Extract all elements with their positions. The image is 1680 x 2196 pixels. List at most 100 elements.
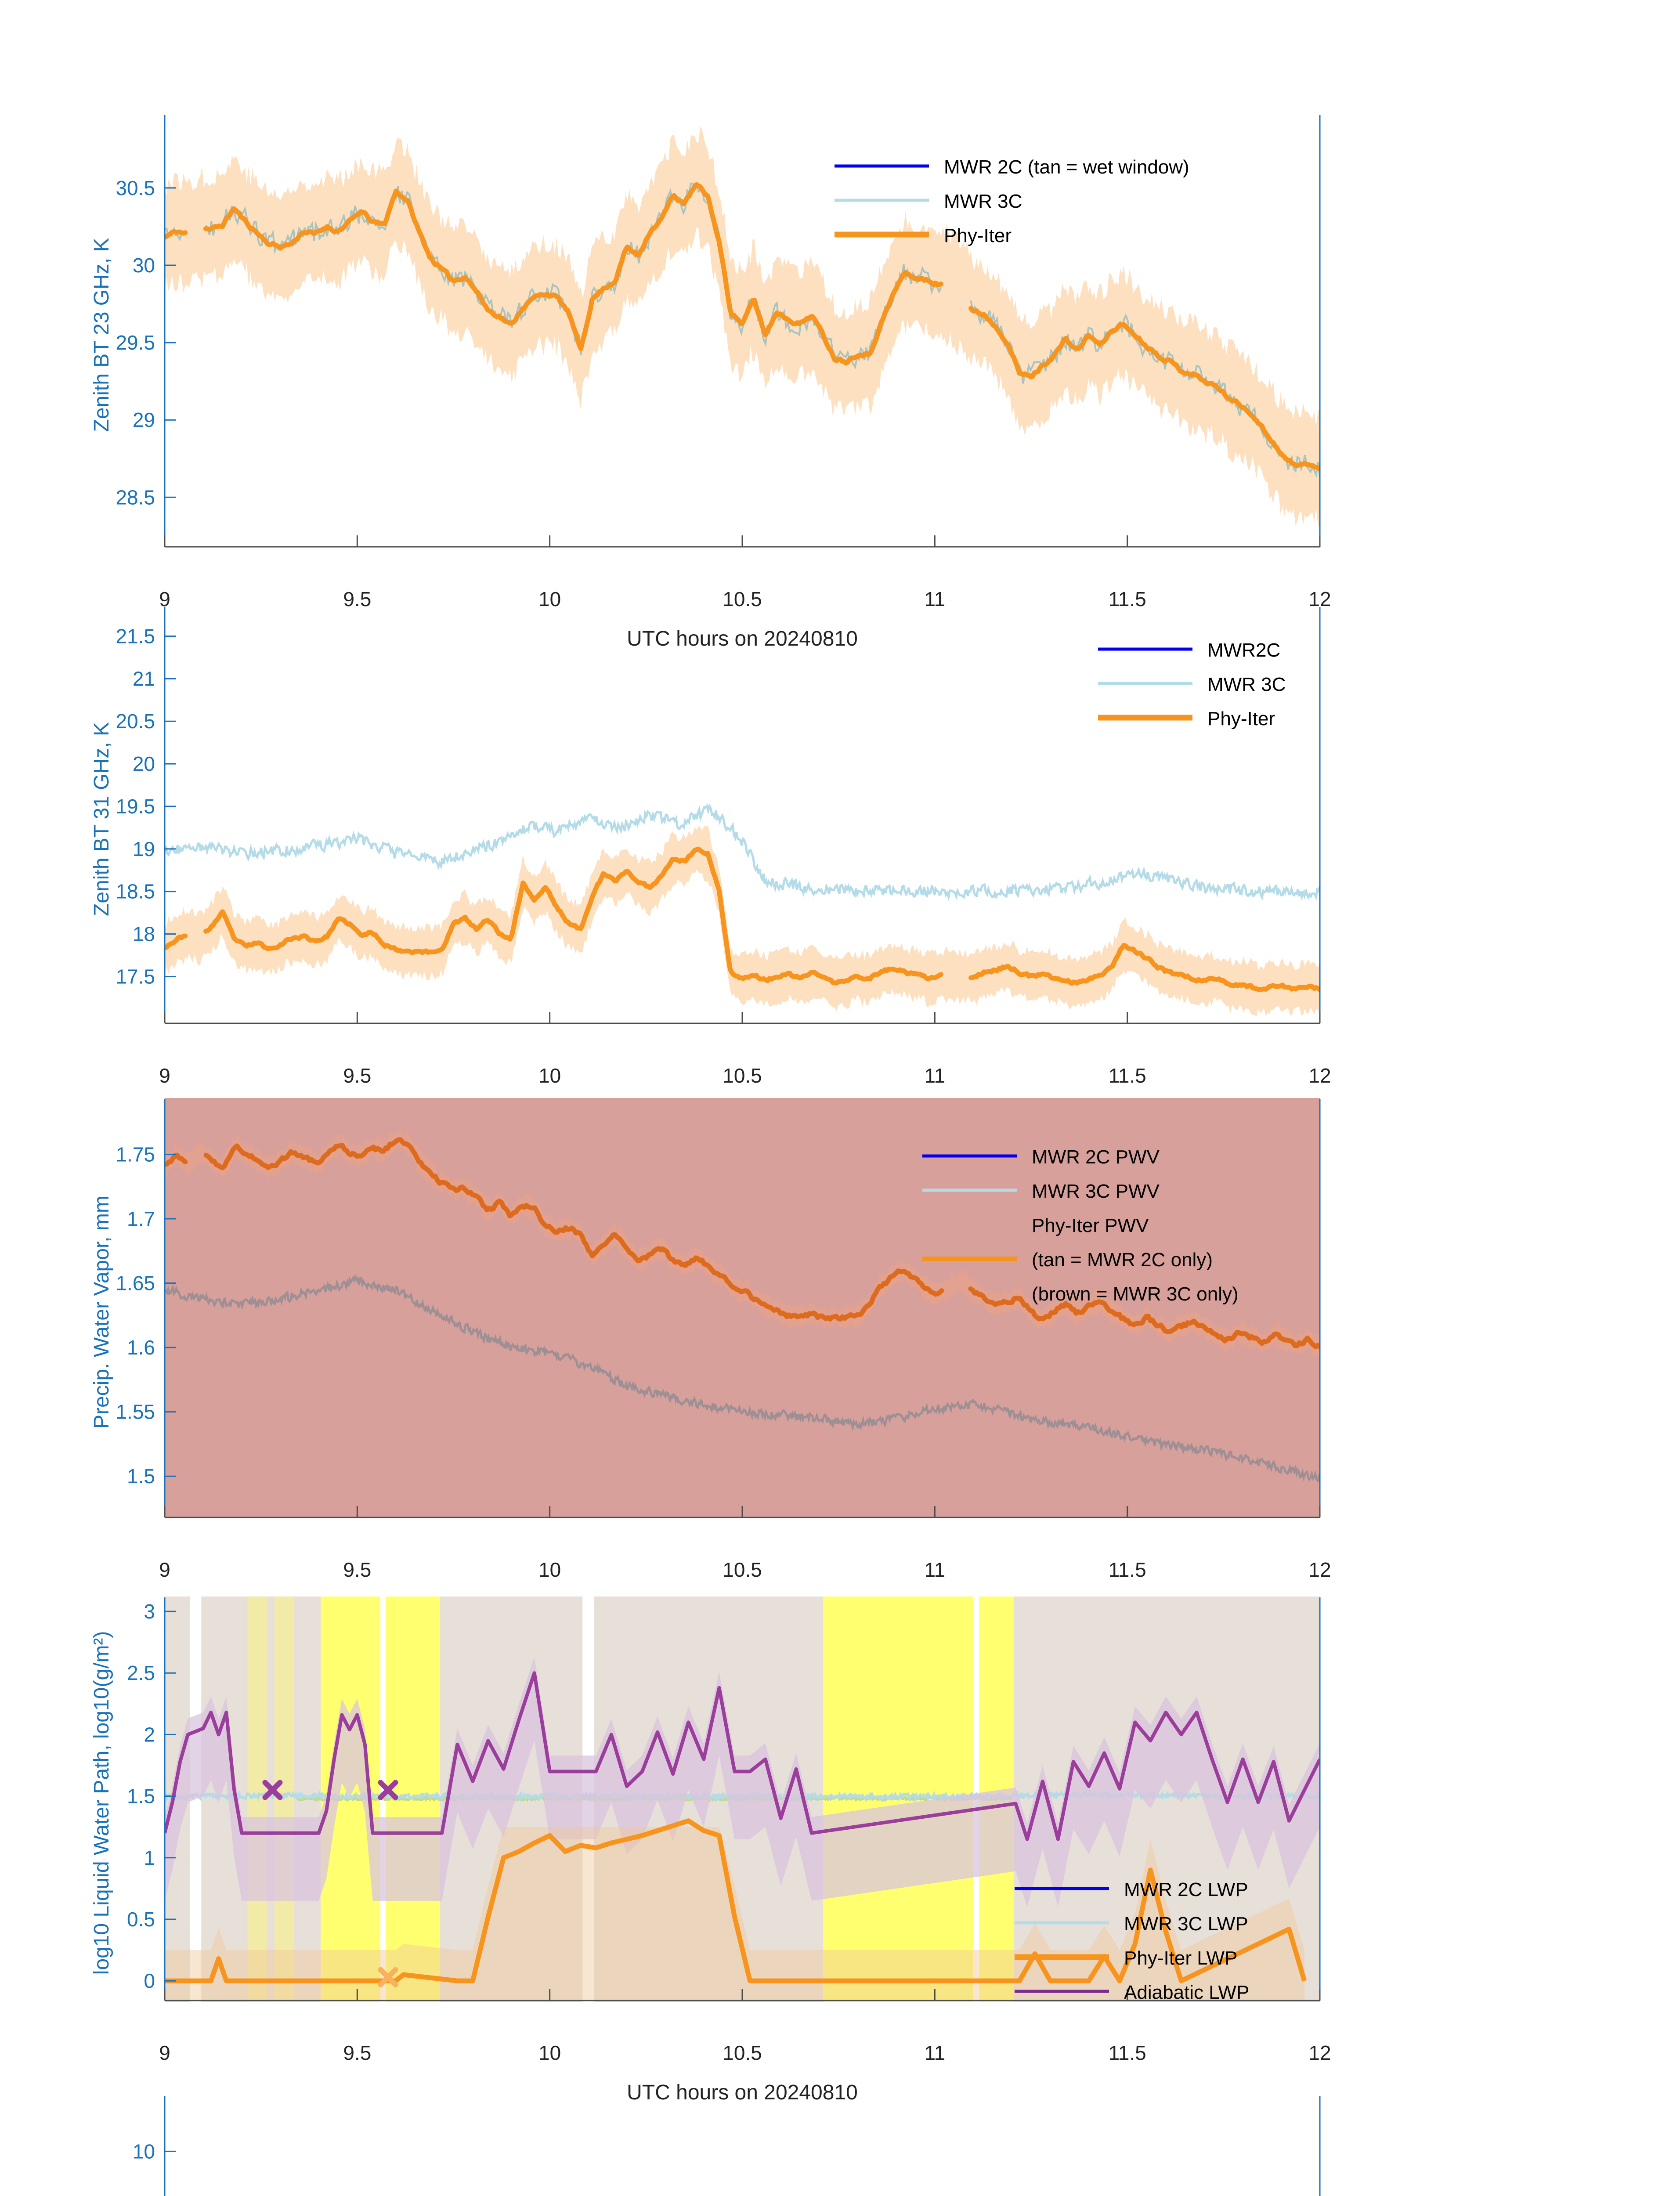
legend-label: Phy-Iter PWV (1032, 1215, 1149, 1236)
y-tick-label: 17.5 (116, 965, 155, 988)
phy-iter-lwp-band (165, 1827, 1304, 2001)
legend: MWR 2C LWP MWR 3C LWP Phy-Iter LWP Adiabati… (1015, 1879, 1249, 2003)
x-tick-label: 11 (924, 2041, 945, 2064)
legend-label: MWR2C (1207, 639, 1280, 661)
tan-window-band (201, 1596, 321, 2002)
y-tick-label: 1.5 (127, 1465, 155, 1488)
x-tick-label: 11 (924, 588, 945, 610)
mwr3c-trace (165, 803, 1320, 901)
x-tick-label: 11.5 (1109, 1558, 1146, 1581)
y-tick-label: 3 (144, 1600, 155, 1623)
legend-label: (brown = MWR 3C only) (1032, 1283, 1239, 1305)
phy-iter-pwv-band (165, 1127, 1320, 1358)
legend-label: MWR 3C PWV (1032, 1181, 1160, 1202)
x-tick-label: 12 (1308, 1064, 1331, 1087)
legend-label: MWR 2C LWP (1124, 1879, 1248, 1900)
phy-iter-uncertainty-band (165, 126, 1320, 528)
phy-iter-trace (968, 306, 1320, 471)
x-tick-label: 9.5 (343, 588, 371, 610)
yellow-window-band (386, 1596, 440, 2002)
green-reference-trace (295, 1794, 1013, 1803)
lwp-x-marker (378, 1967, 398, 1987)
x-tick-label: 11 (924, 1064, 945, 1087)
y-tick-label: 1 (144, 1846, 155, 1869)
phy-iter-pwv-trace (165, 1152, 188, 1167)
legend-label: MWR 3C (944, 191, 1022, 212)
wet-window-background (165, 1098, 1320, 1517)
legend-label: Phy-Iter LWP (1124, 1947, 1237, 1969)
legend-label: Phy-Iter (1207, 708, 1275, 730)
x-tick-label: 10.5 (723, 1064, 762, 1087)
y-tick-label: 0.5 (127, 1908, 155, 1931)
phy-iter-pwv-trace (203, 1137, 944, 1322)
x-tick-label: 9 (159, 1064, 170, 1087)
x-tick-label: 10 (538, 2041, 561, 2064)
x-tick-label: 12 (1308, 1558, 1331, 1581)
yellow-window-band (823, 1596, 973, 2002)
x-tick-label: 10 (538, 588, 561, 610)
phy-iter-trace (203, 182, 943, 366)
y-tick-label: 1.6 (127, 1336, 155, 1359)
legend-label: MWR 3C LWP (1124, 1913, 1248, 1935)
y-tick-label: 10 (133, 2140, 155, 2163)
y-tick-label: 1.5 (127, 1785, 155, 1808)
phy-iter-trace (968, 943, 1320, 993)
gray-window-band (594, 1596, 824, 2002)
legend-label: MWR 2C (tan = wet window) (944, 156, 1189, 178)
x-tick-label: 9 (159, 588, 170, 610)
x-axis-title: UTC hours on 20240810 (627, 1104, 858, 1127)
gray-window-band (293, 1596, 321, 2002)
y-tick-label: 2 (144, 1723, 155, 1746)
y-tick-label: 0 (144, 1969, 155, 1992)
legend: MWR 2C (tan = wet window) MWR 3C Phy-Iter (835, 156, 1189, 246)
y-tick-label: 30 (133, 254, 155, 277)
legend: MWR2C MWR 3C Phy-Iter (1098, 639, 1286, 730)
x-tick-label: 11.5 (1109, 588, 1146, 610)
lwp-x-marker (262, 1780, 283, 1800)
mwr3c-trace (165, 226, 186, 242)
phy-iter-trace (203, 846, 943, 986)
yellow-window-band (979, 1596, 1014, 2002)
y-tick-label: 1.55 (116, 1401, 155, 1423)
x-tick-label: 9.5 (343, 1558, 371, 1581)
y-tick-label: 1.65 (116, 1272, 155, 1295)
mwr3c-pwv-trace (165, 1274, 1320, 1483)
gray-window-band (440, 1596, 583, 2002)
y-tick-label: 1.75 (116, 1143, 155, 1166)
x-tick-label: 11.5 (1109, 2041, 1146, 2064)
x-axis-title: UTC hours on 20240810 (627, 2081, 858, 2104)
phy-iter-pwv-trace (968, 1286, 1320, 1350)
y-axis-title: log10 Liquid Water Path, log10(g/m²) (90, 1631, 113, 1975)
tan-window-band (440, 1596, 583, 2002)
yellow-window-band (247, 1596, 267, 2002)
phy-iter-lwp-trace (165, 1818, 1307, 1983)
legend-label: Adiabatic LWP (1124, 1982, 1249, 2003)
legend-label: Phy-Iter (944, 225, 1012, 246)
x-tick-label: 9.5 (343, 1064, 371, 1087)
y-tick-label: 28.5 (116, 486, 155, 509)
y-axis-title: Zenith BT 23 GHz, K (90, 238, 113, 432)
y-tick-label: 18 (133, 923, 155, 946)
mwr3c-lwp-trace (165, 1789, 1320, 1803)
adiabatic-lwp-trace (165, 1671, 1320, 1841)
y-tick-label: 19.5 (116, 795, 155, 818)
y-tick-label: 20.5 (116, 710, 155, 733)
x-tick-label: 10 (538, 1064, 561, 1087)
x-tick-label: 11 (924, 1558, 945, 1581)
gray-window-band (165, 1596, 190, 2002)
adiabatic-lwp-band (165, 1657, 1320, 1907)
x-tick-label: 9.5 (343, 2041, 371, 2064)
legend-label: MWR 2C PWV (1032, 1146, 1160, 1168)
x-tick-label: 12 (1308, 2041, 1331, 2064)
legend-label: (tan = MWR 2C only) (1032, 1249, 1213, 1271)
x-tick-label: 10.5 (723, 1558, 762, 1581)
gray-window-band (1014, 1596, 1320, 2002)
y-tick-label: 2.5 (127, 1661, 155, 1684)
mwr3c-trace (205, 182, 942, 369)
